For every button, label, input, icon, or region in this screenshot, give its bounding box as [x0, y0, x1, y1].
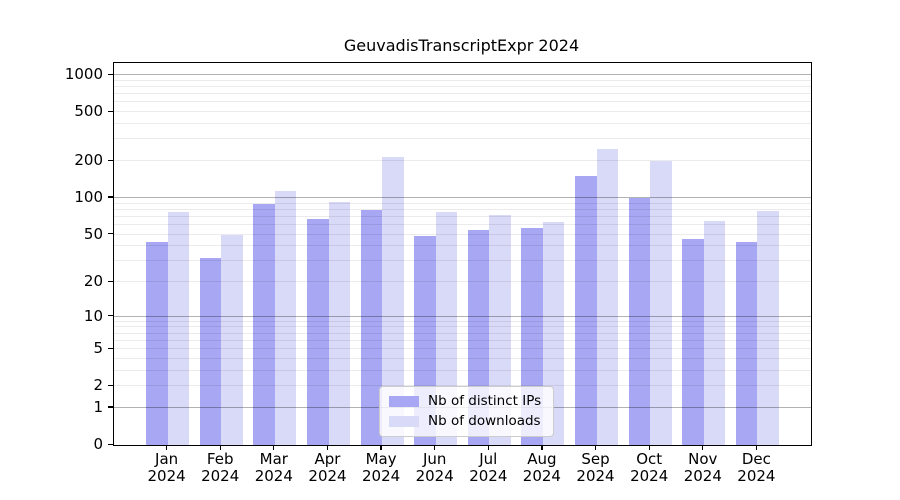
- gridline-minor: [114, 86, 811, 87]
- x-tick-label: Jun 2024: [415, 450, 454, 485]
- y-tick-mark: [108, 347, 113, 349]
- x-tick-mark: [594, 445, 597, 450]
- chart-title: GeuvadisTranscriptExpr 2024: [343, 36, 580, 55]
- y-tick-mark: [108, 196, 113, 198]
- gridline-minor: [114, 208, 811, 210]
- legend-label-ips: Nb of distinct IPs: [428, 393, 542, 409]
- y-tick-mark: [108, 406, 113, 408]
- x-tick-mark: [326, 445, 329, 450]
- bar-distinct-ips-apr: [307, 219, 329, 445]
- y-tick-label: 20: [83, 272, 103, 290]
- bar-distinct-ips-oct: [628, 197, 651, 445]
- legend-swatch-downloads: [389, 416, 419, 427]
- y-tick-mark: [108, 73, 113, 75]
- y-tick-label: 1000: [64, 65, 103, 84]
- y-tick-mark: [108, 280, 113, 282]
- x-tick-label: Nov 2024: [683, 450, 722, 485]
- x-tick-mark: [273, 445, 275, 450]
- bar-distinct-ips-sep: [575, 176, 597, 445]
- bar-distinct-ips-feb: [199, 257, 222, 445]
- gridline-minor: [114, 202, 811, 204]
- plot-area: Nb of distinct IPs Nb of downloads: [113, 62, 812, 446]
- y-tick-label: 1: [93, 397, 103, 416]
- bar-downloads-may: [382, 157, 404, 445]
- bar-distinct-ips-may: [360, 209, 383, 445]
- bar-distinct-ips-jan: [146, 242, 168, 445]
- x-tick-label: Sep 2024: [576, 450, 615, 485]
- bar-downloads-oct: [650, 161, 672, 445]
- gridline-minor: [114, 111, 811, 113]
- bar-distinct-ips-mar: [253, 203, 275, 445]
- gridline-minor: [114, 160, 811, 161]
- gridline-minor: [114, 215, 811, 217]
- x-tick-mark: [219, 445, 221, 450]
- x-tick-label: Mar 2024: [254, 450, 293, 485]
- x-tick-mark: [165, 445, 168, 450]
- legend-item-distinct-ips: Nb of distinct IPs: [389, 394, 541, 409]
- x-tick-label: Aug 2024: [522, 450, 561, 485]
- bar-downloads-sep: [596, 149, 618, 445]
- bar-downloads-feb: [221, 234, 243, 445]
- y-tick-mark: [108, 384, 113, 387]
- x-tick-label: Apr 2024: [308, 450, 347, 485]
- bar-downloads-jan: [167, 212, 190, 445]
- x-tick-label: May 2024: [362, 450, 401, 485]
- legend-item-downloads: Nb of downloads: [389, 414, 541, 429]
- gridline-major: [114, 196, 811, 198]
- legend-label-downloads: Nb of downloads: [428, 413, 541, 429]
- y-tick-label: 200: [74, 151, 103, 169]
- x-tick-label: Dec 2024: [737, 450, 776, 485]
- bar-distinct-ips-nov: [682, 238, 704, 445]
- x-tick-mark: [755, 445, 758, 450]
- gridline-minor: [114, 93, 811, 95]
- y-tick-mark: [108, 315, 113, 317]
- bar-downloads-nov: [703, 220, 726, 445]
- y-tick-mark: [108, 110, 113, 112]
- x-tick-mark: [487, 445, 489, 450]
- y-tick-label: 2: [93, 376, 103, 395]
- gridline-minor: [114, 123, 811, 124]
- legend-swatch-ips: [389, 396, 419, 407]
- y-tick-label: 100: [74, 187, 103, 206]
- y-tick-label: 10: [83, 306, 103, 325]
- y-tick-label: 0: [93, 435, 103, 453]
- y-tick-label: 500: [74, 102, 103, 121]
- x-tick-mark: [541, 445, 543, 450]
- bar-downloads-dec: [757, 211, 779, 445]
- y-tick-label: 5: [93, 339, 103, 358]
- y-tick-label: 50: [83, 224, 103, 243]
- x-tick-mark: [380, 445, 382, 450]
- x-tick-label: Oct 2024: [630, 450, 669, 485]
- gridline-major: [114, 74, 811, 76]
- bar-distinct-ips-dec: [735, 242, 758, 445]
- bar-downloads-mar: [274, 191, 297, 445]
- x-tick-label: Feb 2024: [201, 450, 240, 485]
- x-tick-mark: [648, 445, 650, 450]
- y-tick-mark: [108, 159, 113, 161]
- legend: Nb of distinct IPs Nb of downloads: [379, 386, 555, 437]
- gridline-minor: [114, 79, 811, 81]
- gridline-minor: [114, 101, 811, 103]
- y-tick-mark: [108, 233, 113, 235]
- gridline-minor: [114, 138, 811, 140]
- y-tick-mark: [108, 443, 113, 445]
- x-tick-label: Jul 2024: [469, 450, 508, 485]
- x-tick-label: Jan 2024: [147, 450, 186, 485]
- bar-downloads-apr: [328, 201, 350, 445]
- x-tick-mark: [434, 445, 436, 450]
- x-tick-mark: [702, 445, 704, 450]
